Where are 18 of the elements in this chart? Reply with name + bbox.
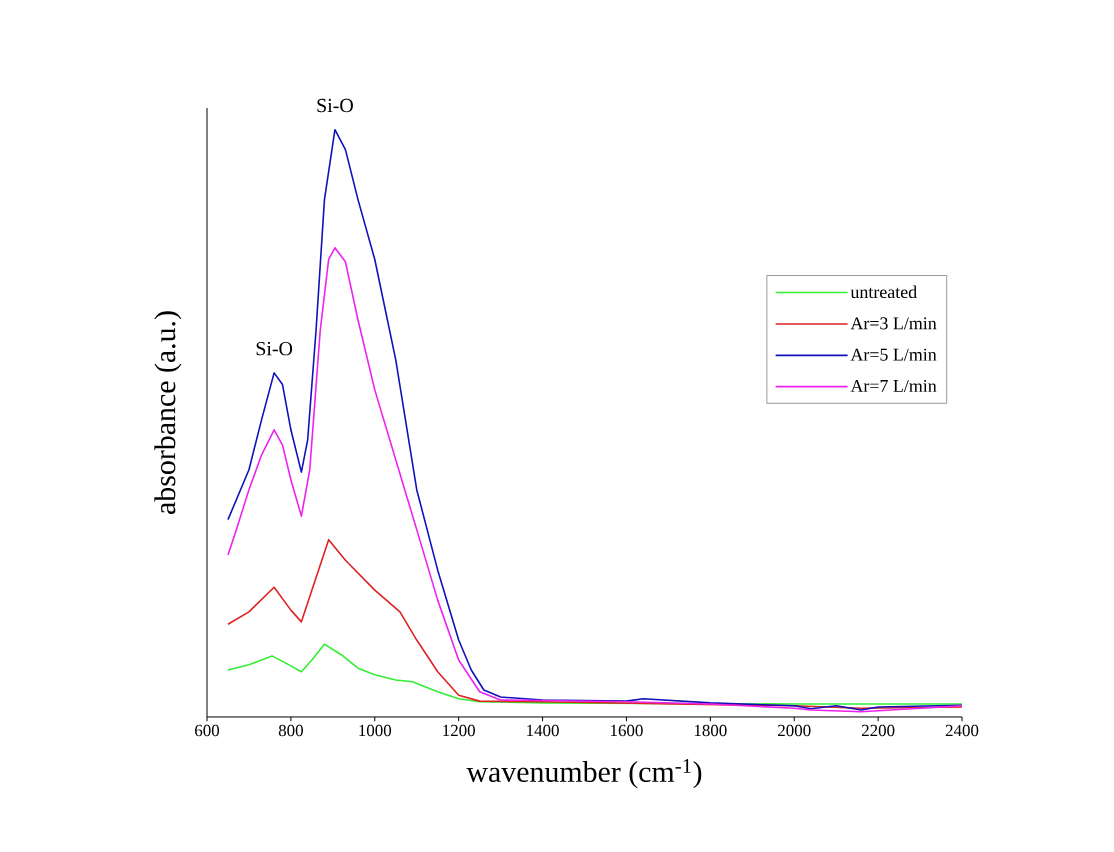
x-axis-title: wavenumber (cm$^{-1}$) [466, 758, 702, 789]
x-tick-label: 800 [278, 724, 303, 737]
x-tick-label: 1600 [611, 724, 643, 737]
x-tick-label: 2400 [945, 724, 979, 737]
x-tick-label: 1800 [694, 724, 727, 737]
legend-label: Ar=7 L/min [850, 379, 937, 392]
x-tick-label: 1000 [359, 724, 392, 737]
annotation: Si-O [256, 341, 293, 356]
x-tick-label: 600 [195, 724, 220, 737]
annotation: Si-O [317, 98, 353, 113]
y-axis-title: absorbance (a.u.) [154, 311, 182, 514]
x-tick-label: 1400 [527, 724, 559, 737]
x-tick-label: 2000 [778, 724, 811, 737]
legend-label: Ar=3 L/min [850, 317, 937, 330]
x-tick-label: 2200 [861, 724, 895, 737]
x-tick-label: 1200 [443, 724, 475, 737]
legend-label: untreated [850, 285, 917, 299]
legend-label: Ar=5 L/min [850, 348, 937, 361]
